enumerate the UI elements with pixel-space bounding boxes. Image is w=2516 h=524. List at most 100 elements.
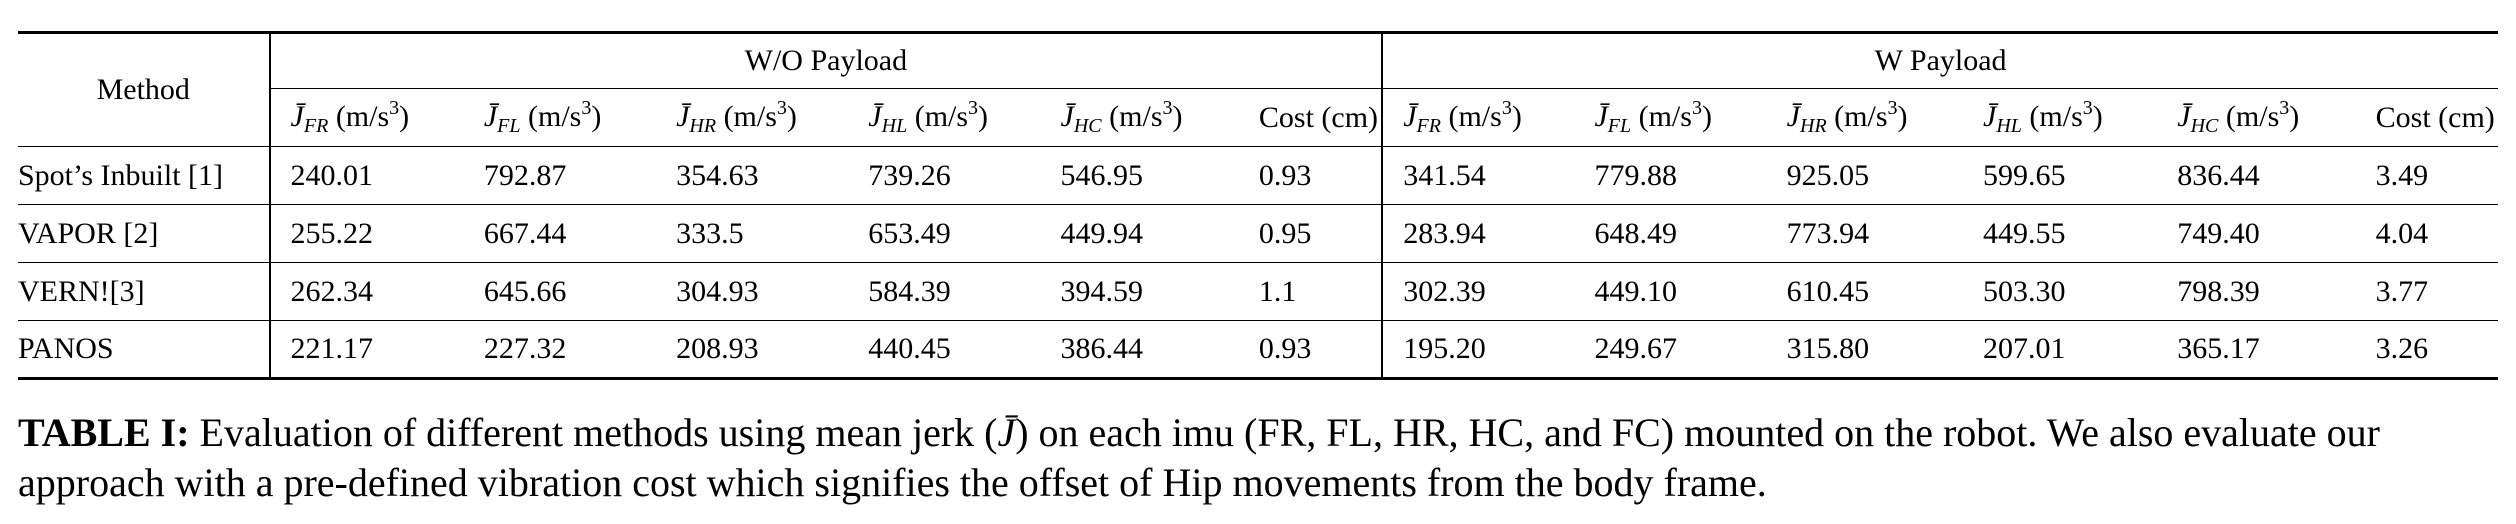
- value-cell: 610.45: [1766, 262, 1963, 321]
- value-cell: 925.05: [1766, 146, 1963, 205]
- jerk-symbol: J̄: [676, 100, 690, 133]
- col-header-wo-hr: J̄HR (m/s3): [656, 89, 848, 147]
- value-cell: 3.26: [2355, 320, 2498, 380]
- method-cell: Spot’s Inbuilt [1]: [18, 146, 270, 205]
- value-cell: 262.34: [268, 262, 464, 321]
- unit-exponent: 3: [389, 97, 400, 119]
- col-header-wo-hc: J̄HC (m/s3): [1041, 89, 1239, 147]
- unit-close: ): [978, 100, 989, 133]
- value-cell: 503.30: [1963, 262, 2158, 321]
- value-cell: 546.95: [1040, 146, 1239, 205]
- unit-close: ): [1701, 100, 1712, 133]
- value-cell: 739.26: [848, 146, 1041, 205]
- unit-exponent: 3: [1691, 97, 1702, 119]
- value-cell: 0.93: [1238, 320, 1383, 380]
- results-table: Method W/O Payload W Payload J̄FR (m/s3)…: [18, 31, 2498, 380]
- value-cell: 798.39: [2157, 262, 2356, 321]
- caption-label: TABLE I:: [18, 410, 190, 455]
- unit-text: (m/s: [1631, 100, 1692, 133]
- unit-text: (m/s: [907, 100, 969, 133]
- value-cell: 3.77: [2355, 262, 2498, 321]
- unit-text: (m/s: [2021, 100, 2083, 133]
- imu-subscript: HL: [881, 115, 908, 137]
- table-row: VERN![3] 262.34 645.66 304.93 584.39 394.59 1.…: [18, 262, 2498, 321]
- value-cell: 440.45: [848, 320, 1041, 380]
- imu-subscript: HR: [689, 115, 717, 137]
- value-cell: 599.65: [1963, 146, 2158, 205]
- value-cell: 315.80: [1766, 320, 1963, 380]
- table-row: PANOS 221.17 227.32 208.93 440.45 386.44 0.93 1…: [18, 320, 2498, 380]
- unit-exponent: 3: [968, 97, 979, 119]
- value-cell: 779.88: [1574, 146, 1767, 205]
- value-cell: 449.55: [1963, 204, 2158, 263]
- value-cell: 449.94: [1040, 204, 1239, 263]
- jerk-symbol: J̄: [483, 100, 498, 133]
- value-cell: 304.93: [656, 262, 849, 321]
- unit-close: ): [786, 100, 797, 133]
- caption-text-after: ) on each imu (FR, FL, HR, HC, and FC) m…: [18, 410, 2380, 505]
- value-cell: 667.44: [463, 204, 657, 263]
- value-cell: 208.93: [656, 320, 849, 380]
- unit-text: (m/s: [1826, 100, 1888, 133]
- unit-text: (m/s: [2218, 100, 2280, 133]
- unit-exponent: 3: [1887, 97, 1898, 119]
- value-cell: 195.20: [1381, 320, 1575, 380]
- col-header-w-hl: J̄HL (m/s3): [1963, 89, 2157, 147]
- jerk-symbol: J̄: [868, 100, 882, 133]
- col-header-w-cost: Cost (cm): [2375, 100, 2495, 134]
- imu-subscript: HC: [1073, 115, 1102, 137]
- unit-close: ): [591, 100, 602, 133]
- jerk-symbol: J̄: [1594, 100, 1608, 133]
- value-cell: 1.1: [1238, 262, 1383, 321]
- unit-text: (m/s: [1101, 100, 1163, 133]
- group-header-row: Method W/O Payload W Payload: [18, 31, 2498, 147]
- unit-close: ): [1511, 100, 1522, 133]
- value-cell: 333.5: [656, 204, 849, 263]
- value-cell: 255.22: [268, 204, 464, 263]
- unit-close: ): [399, 100, 410, 133]
- value-cell: 836.44: [2157, 146, 2356, 205]
- value-cell: 365.17: [2157, 320, 2356, 380]
- value-cell: 341.54: [1381, 146, 1575, 205]
- jerk-symbol: J̄: [290, 100, 304, 133]
- col-header-wo-cost: Cost (cm): [1258, 100, 1379, 134]
- method-header: Method: [18, 31, 270, 147]
- imu-subscript: FR: [303, 115, 329, 137]
- unit-text: (m/s: [716, 100, 777, 133]
- unit-text: (m/s: [1440, 100, 1502, 133]
- value-cell: 749.40: [2157, 204, 2356, 263]
- col-header-w-fr: J̄FR (m/s3): [1381, 88, 1575, 147]
- value-cell: 240.01: [268, 146, 464, 205]
- table-row: VAPOR [2] 255.22 667.44 333.5 653.49 449.94 0.…: [18, 204, 2498, 263]
- unit-exponent: 3: [2279, 97, 2290, 119]
- jerk-symbol: J̄: [1983, 100, 1997, 133]
- value-cell: 354.63: [656, 146, 849, 205]
- value-cell: 302.39: [1381, 262, 1575, 321]
- value-cell: 773.94: [1766, 204, 1963, 263]
- imu-subscript: FL: [497, 115, 521, 137]
- unit-close: ): [2289, 100, 2300, 133]
- unit-close: ): [1172, 100, 1183, 133]
- unit-exponent: 3: [1162, 97, 1173, 119]
- col-header-wo-fl: J̄FL (m/s3): [464, 89, 656, 147]
- value-cell: 0.95: [1238, 204, 1383, 263]
- group-header-wo-payload: W/O Payload: [268, 31, 1383, 89]
- jerk-symbol: J̄: [1403, 100, 1417, 133]
- value-cell: 221.17: [268, 320, 464, 380]
- method-cell: PANOS: [18, 320, 270, 380]
- col-header-w-hr: J̄HR (m/s3): [1767, 89, 1963, 147]
- value-cell: 584.39: [848, 262, 1041, 321]
- value-cell: 449.10: [1574, 262, 1767, 321]
- unit-text: (m/s: [520, 100, 582, 133]
- method-cell: VERN![3]: [18, 262, 270, 321]
- value-cell: 648.49: [1574, 204, 1767, 263]
- imu-subscript: HC: [2190, 115, 2219, 137]
- unit-exponent: 3: [776, 97, 787, 119]
- value-cell: 792.87: [463, 146, 657, 205]
- column-header-row: J̄FR (m/s3) J̄FL (m/s3) J̄HR (m/s3) J̄HL (m…: [18, 88, 2498, 147]
- unit-close: ): [1897, 100, 1908, 133]
- table-row: Spot’s Inbuilt [1] 240.01 792.87 354.63 739.…: [18, 146, 2498, 205]
- unit-exponent: 3: [581, 97, 592, 119]
- col-header-w-hc: J̄HC (m/s3): [2157, 89, 2355, 147]
- value-cell: 3.49: [2355, 146, 2498, 205]
